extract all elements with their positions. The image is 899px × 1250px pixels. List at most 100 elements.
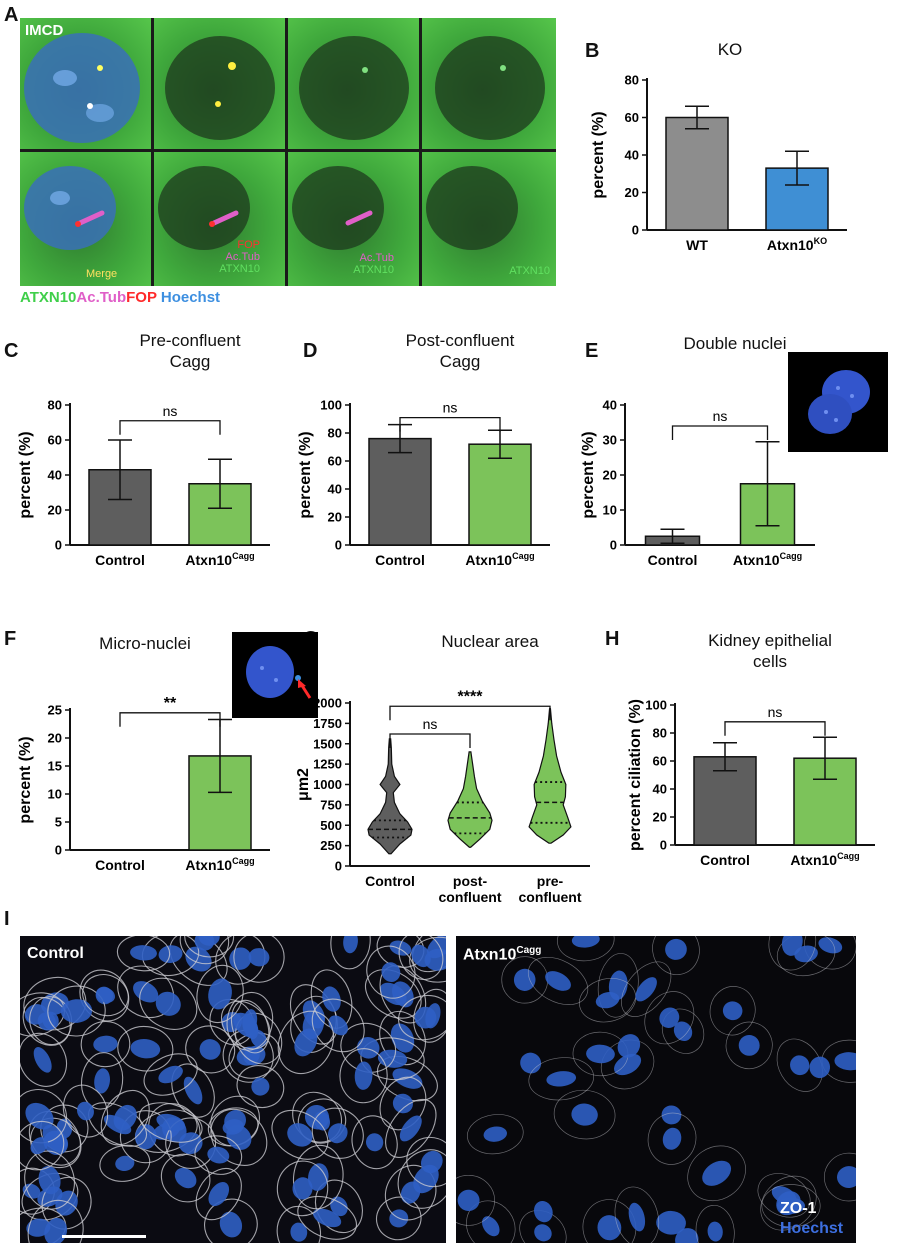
panel-a-images [20, 18, 556, 286]
chart-h-title: Kidney epithelial cells [670, 630, 870, 672]
imgI2-membrane-31 [823, 1152, 856, 1202]
imgI2-membrane-2 [709, 986, 756, 1036]
chart-g-ytick-label-7: 1750 [313, 716, 342, 731]
imgI1-nucleus-51 [208, 1182, 230, 1207]
imgI1-nucleus-67 [313, 1208, 342, 1228]
panel-label-a: A [4, 4, 19, 26]
panel-a-col2-labels: FOP Ac.Tub ATXN10 [205, 239, 260, 275]
imgI2-membrane-14 [652, 936, 700, 975]
chart-c-title: Pre-confluent Cagg [90, 330, 290, 372]
imgI2-nucleus-3 [482, 1216, 500, 1237]
legend-hoechst: Hoechst [160, 289, 221, 306]
micro-r2c3 [288, 152, 419, 286]
imgI1-nucleus-47 [392, 1093, 413, 1114]
imgI1-membrane-28 [117, 1025, 174, 1072]
imgI1-nucleus-71 [308, 1163, 329, 1191]
chart-f-bracket-label-0: ** [164, 695, 177, 712]
panel-label-h: H [605, 628, 620, 650]
chart-b-ytick-label-1: 20 [625, 185, 639, 200]
micro-r2c2 [154, 152, 285, 286]
chart-g-category-line2-1: confluent [439, 889, 502, 905]
panel-label-d: D [303, 340, 318, 362]
chart-h-category-0: Control [700, 852, 750, 868]
chart-h-ytick-label-4: 80 [653, 726, 667, 741]
chart-g-ytick-label-1: 250 [320, 838, 342, 853]
imgI1-membrane-24 [351, 1115, 398, 1170]
imgI1-membrane-89 [366, 945, 416, 999]
imgI1-membrane-0 [375, 1196, 422, 1241]
imgI2-nucleus-16 [513, 968, 536, 991]
chart-b-ytick-label-2: 40 [625, 148, 639, 163]
chart-f-bracket-0 [119, 712, 221, 727]
imgI1-membrane-13 [411, 936, 446, 973]
chart-g-ytick-label-4: 1000 [313, 777, 342, 792]
chart-h-y-label: percent ciliation (%) [627, 699, 644, 851]
micro-nuclei-image [246, 646, 312, 699]
chart-e: 0 10 20 30 40 percent (%) Control Atxn10Cagg ns [580, 398, 815, 568]
chart-c-ytick-label-3: 60 [48, 433, 62, 448]
chart-e-category-0: Control [648, 552, 698, 568]
imgI1-membrane-30 [171, 1063, 215, 1118]
imgI1-membrane-31 [409, 936, 446, 983]
imgI2-membrane-28 [621, 961, 672, 1017]
imgI2-nucleus-1 [661, 1105, 682, 1125]
chart-g-violin-0 [367, 738, 413, 855]
chart-f-ytick-label-5: 25 [48, 703, 62, 718]
imgI1-membrane-77 [179, 936, 230, 965]
chart-g-y-label: μm2 [295, 768, 312, 801]
chart-c-subtitle-text: Cagg [169, 352, 211, 371]
imgI2-membrane-30 [456, 1174, 495, 1226]
imgI2-nucleus-24 [597, 1215, 622, 1241]
imgI1-membrane-14 [184, 936, 235, 958]
imgI1-membrane-92 [220, 1000, 271, 1050]
chart-d-category-1: Atxn10Cagg [465, 551, 534, 568]
imgI1-nucleus-11 [185, 946, 212, 972]
chart-h-category-1: Atxn10Cagg [790, 851, 859, 868]
imgI1-membrane-84 [62, 1084, 109, 1138]
imgI2-nucleus-34 [628, 1202, 646, 1232]
imgI1-membrane-6 [160, 1153, 211, 1203]
panel-i-hoechst-label: Hoechst [780, 1220, 844, 1237]
chart-b-title-text: KO [717, 40, 743, 59]
chart-f-category-0: Control [95, 857, 145, 873]
imgI2-nucleus-10 [818, 937, 843, 954]
panel-label-e: E [585, 340, 599, 362]
imgI1-membrane-91 [385, 1099, 437, 1158]
panel-label-f: F [4, 628, 17, 650]
imgI2-nucleus-33 [534, 1224, 552, 1242]
imgI1-membrane-70 [119, 1110, 172, 1164]
chart-f-title: Micro-nuclei [70, 634, 220, 654]
chart-d-ytick-label-3: 60 [328, 454, 342, 469]
imgI1-nucleus-58 [356, 1037, 380, 1059]
imgI1-nucleus-24 [365, 1133, 384, 1152]
imgI1-membrane-62 [27, 1199, 84, 1243]
imgI2-membrane-26 [768, 936, 817, 971]
imgI1-nucleus-16 [158, 945, 183, 964]
imgI2-membrane-22 [579, 978, 637, 1023]
imgI1-nucleus-90 [327, 1123, 348, 1144]
imgI1-membrane-42 [80, 1052, 124, 1110]
imgI1-nucleus-49 [389, 940, 412, 956]
imgI1-nucleus-72 [411, 944, 431, 968]
chart-h-category-sup-1: Cagg [837, 851, 860, 861]
imgI1-membrane-68 [311, 998, 365, 1053]
chart-d-y-label: percent (%) [297, 431, 314, 518]
imgI1-nucleus-15 [115, 1155, 135, 1171]
legend-fop: FOP [126, 289, 157, 306]
imgI1-nucleus-22 [219, 1211, 243, 1238]
chart-g-bracket-1 [389, 705, 551, 721]
imgI1-nucleus-86 [155, 991, 181, 1016]
chart-f-ytick-label-0: 0 [55, 843, 62, 858]
chart-g-violin-2 [528, 708, 572, 844]
imgI1-membrane-63 [47, 985, 106, 1037]
imgI1-membrane-83 [20, 1120, 65, 1171]
imgI1-nucleus-54 [33, 1047, 52, 1073]
chart-b: 0 20 40 60 80 percent (%) WT Atxn10KO [590, 73, 847, 253]
imgI2-nucleus-36 [545, 971, 571, 991]
imgI2-membrane-25 [647, 1112, 697, 1165]
imgI1-nucleus-84 [76, 1101, 94, 1121]
panel-a-cell-line-label: IMCD [25, 22, 64, 39]
imgI2-membrane-9 [687, 1145, 746, 1202]
imgI2-nucleus-6 [834, 1052, 856, 1071]
imgI2-membrane-12 [761, 1184, 821, 1228]
